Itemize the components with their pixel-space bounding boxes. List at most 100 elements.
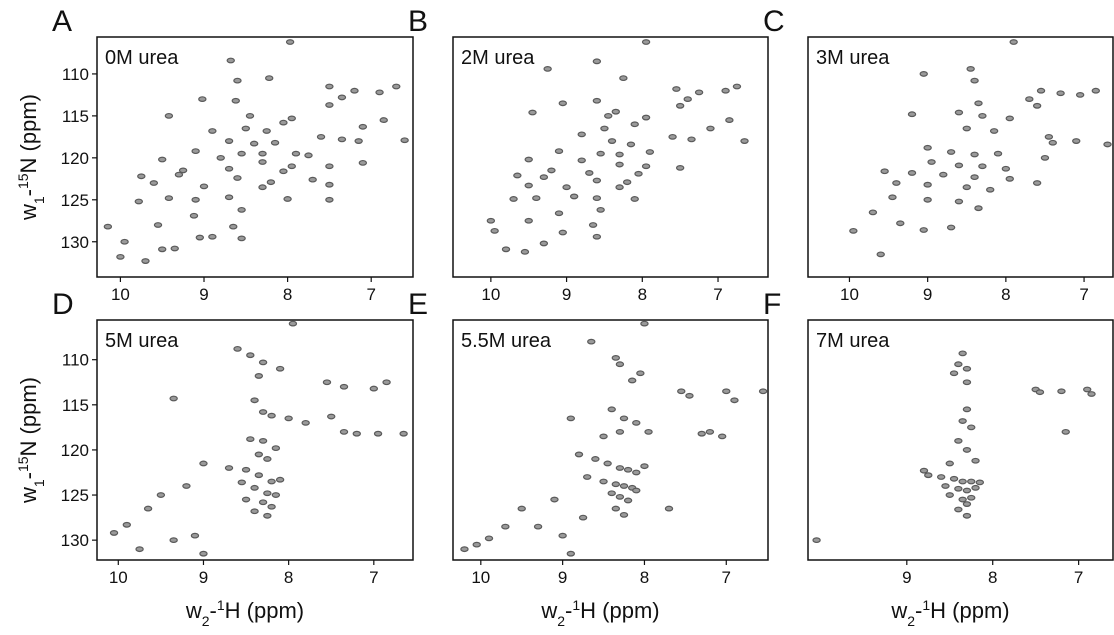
peak <box>524 156 533 163</box>
peak <box>153 222 163 228</box>
peak <box>697 430 706 437</box>
peak <box>974 205 983 212</box>
peak <box>501 246 511 253</box>
panel-title: 5M urea <box>105 330 179 352</box>
peak <box>1044 133 1054 140</box>
label-part: w <box>185 598 202 623</box>
peak <box>109 530 119 536</box>
x-tick-label: 8 <box>283 285 292 304</box>
plot-frame <box>807 36 1114 278</box>
peak <box>970 77 979 84</box>
peak <box>569 193 579 200</box>
peak <box>1025 96 1034 102</box>
x-axis-label: w2-1H (ppm) <box>890 597 1009 629</box>
peak <box>258 438 268 444</box>
label-part: H (ppm) <box>580 598 659 623</box>
peak <box>284 415 293 422</box>
peak <box>170 245 179 252</box>
peak <box>241 125 251 132</box>
peak <box>198 96 207 102</box>
peak <box>262 128 271 134</box>
peak <box>971 457 980 464</box>
peak <box>592 177 602 184</box>
peak <box>224 465 234 471</box>
x-tick-label: 10 <box>840 285 859 304</box>
peak <box>539 174 549 181</box>
peak <box>615 184 624 191</box>
peak <box>1005 175 1014 182</box>
peak <box>740 138 749 144</box>
peak <box>1036 87 1046 94</box>
peak <box>868 209 878 216</box>
peak <box>923 181 932 188</box>
x-tick-label: 10 <box>109 568 128 587</box>
peak <box>1061 428 1070 435</box>
peak <box>103 223 113 230</box>
x-tick-label: 7 <box>366 285 375 304</box>
peak <box>645 149 655 155</box>
peak <box>301 419 310 426</box>
y-tick-label: 125 <box>61 486 89 505</box>
peak <box>258 150 267 157</box>
y-tick-label: 110 <box>62 351 89 370</box>
peak <box>231 97 240 104</box>
peak <box>263 456 272 462</box>
peak <box>615 465 625 471</box>
y-tick-label: 125 <box>61 191 89 210</box>
y-tick-label: 110 <box>62 65 89 84</box>
peak <box>191 196 200 203</box>
plot-frame <box>96 319 414 561</box>
peak <box>1009 39 1018 45</box>
peak <box>923 196 932 203</box>
label-part: 1 <box>922 597 930 613</box>
peak <box>291 150 301 157</box>
peak <box>164 195 174 202</box>
peak <box>550 496 559 503</box>
peak <box>974 100 983 107</box>
x-tick-label: 9 <box>923 285 932 304</box>
peak <box>524 182 533 189</box>
peak <box>263 512 272 519</box>
peak <box>599 478 608 485</box>
peak <box>245 112 255 119</box>
peak <box>962 487 972 494</box>
peak <box>1083 386 1092 393</box>
peak <box>962 501 972 507</box>
label-part: 2 <box>557 613 565 629</box>
peak <box>919 71 928 77</box>
peak <box>619 483 629 489</box>
peak <box>876 251 885 258</box>
peak <box>316 133 326 140</box>
peak <box>706 125 715 132</box>
panel-title: 3M urea <box>816 47 890 69</box>
peak <box>373 430 383 437</box>
label-part: H (ppm) <box>225 598 304 623</box>
peak <box>322 379 332 386</box>
peak <box>116 253 125 260</box>
panel-letter: F <box>763 288 781 321</box>
peak <box>271 445 281 452</box>
peak <box>199 460 208 467</box>
peak <box>758 388 768 395</box>
peak <box>279 168 288 175</box>
peak <box>892 180 901 186</box>
peak <box>287 115 296 122</box>
peak <box>237 150 246 157</box>
peak <box>258 499 268 506</box>
label-part: w <box>16 487 41 504</box>
peak <box>558 532 567 539</box>
peak <box>472 541 481 548</box>
peak <box>962 125 971 132</box>
peak <box>460 546 469 553</box>
peak <box>588 222 598 228</box>
label-part: - <box>16 189 41 196</box>
peak <box>382 379 391 386</box>
peak <box>683 96 692 102</box>
peak <box>687 136 696 143</box>
peak <box>634 170 643 177</box>
peak <box>888 194 897 201</box>
x-tick-label: 7 <box>1079 285 1088 304</box>
peak <box>169 395 178 402</box>
peak <box>327 413 336 420</box>
